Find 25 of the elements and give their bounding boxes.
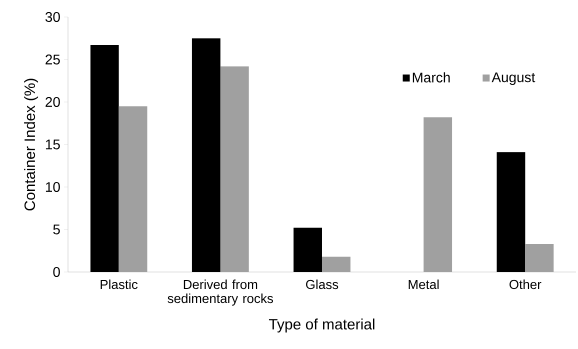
y-tick-label: 5 [53, 224, 60, 234]
y-tick-label: 10 [46, 182, 60, 192]
x-tick-label: Other [510, 280, 542, 290]
y-tick-label: 25 [46, 54, 60, 64]
legend-label: March [412, 72, 450, 82]
x-tick-label: Derived from sedimentary rocks [168, 280, 274, 306]
bar [192, 38, 220, 272]
y-tick-label: 20 [46, 97, 60, 107]
x-tick-label: Glass [306, 280, 338, 290]
bar [294, 228, 322, 272]
x-tick-label: Metal [408, 280, 439, 290]
bar [220, 66, 249, 272]
legend-label: August [492, 72, 536, 85]
bar [322, 256, 350, 272]
y-tick-label: 15 [46, 140, 60, 150]
bar [525, 244, 554, 272]
x-axis-title: Type of material [268, 318, 374, 332]
bar [90, 45, 119, 272]
x-tick-label: Plastic [100, 280, 138, 290]
bar [496, 152, 526, 272]
y-tick-label: 0 [53, 267, 60, 277]
bar [118, 106, 148, 272]
bar [424, 117, 452, 272]
y-axis-title: Container Index (%) [24, 78, 38, 210]
y-tick-label: 30 [45, 12, 60, 22]
